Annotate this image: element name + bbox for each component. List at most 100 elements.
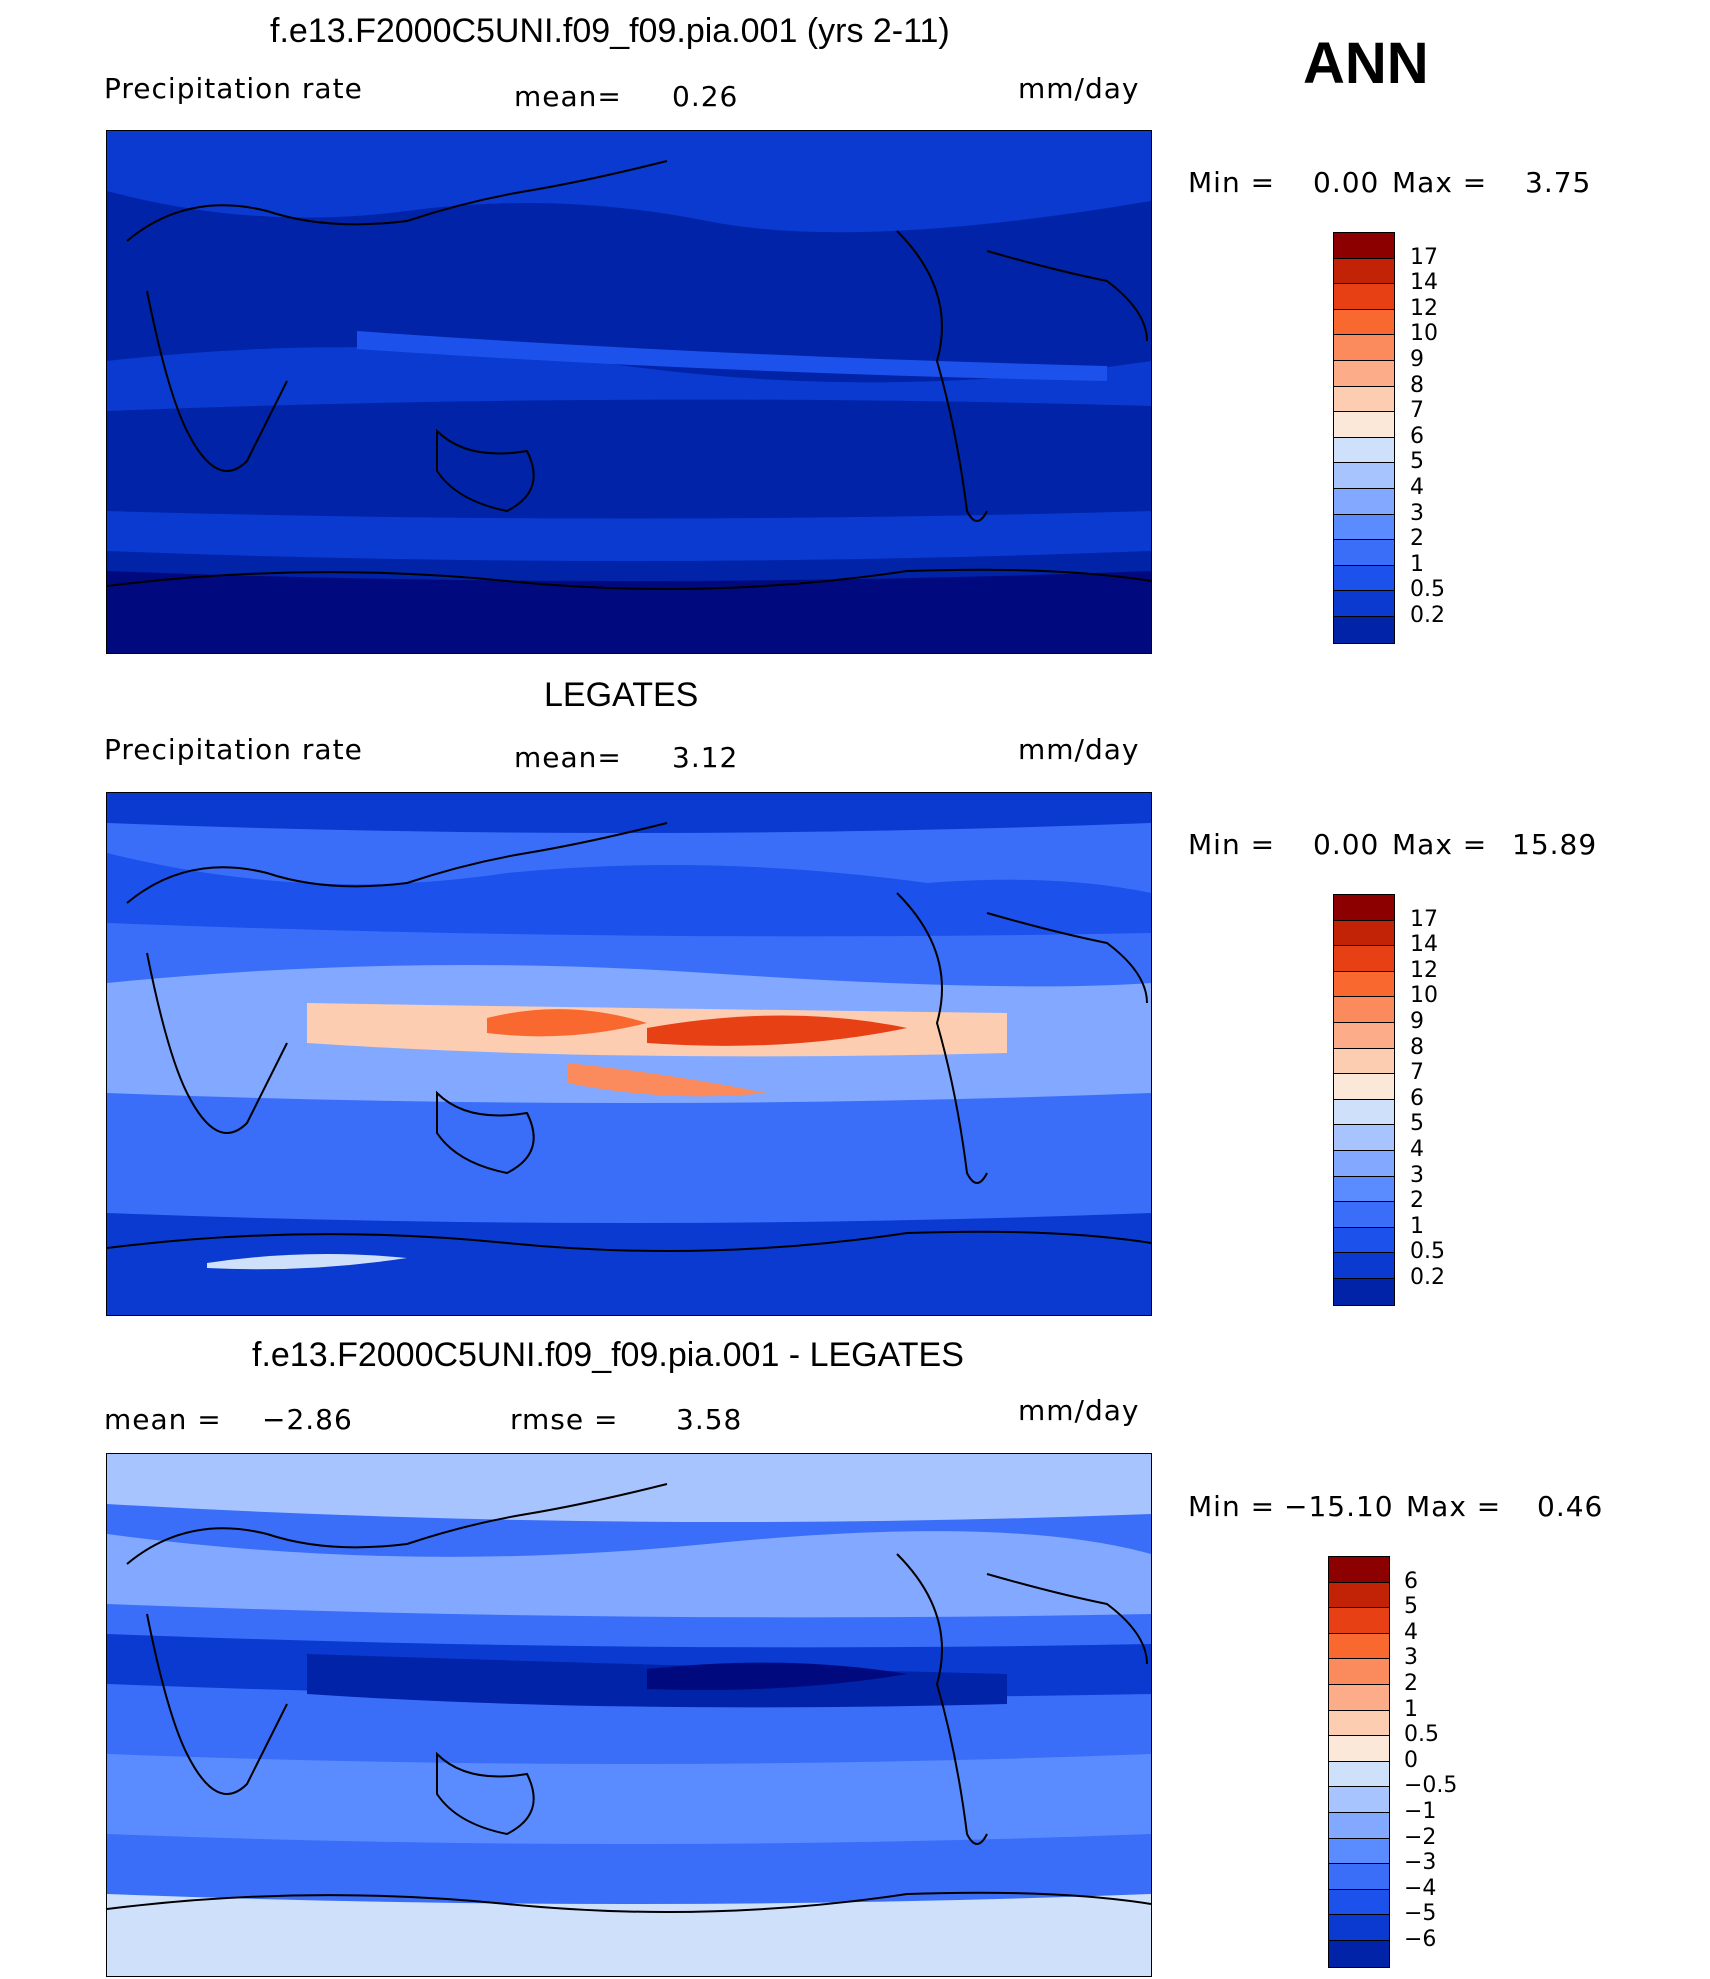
panel3-map-svg (107, 1454, 1151, 1976)
colorbar-swatch (1329, 1659, 1389, 1685)
colorbar-swatch (1334, 1150, 1394, 1177)
colorbar-swatch (1329, 1940, 1389, 1967)
colorbar-swatch (1334, 1048, 1394, 1075)
colorbar-swatch (1334, 540, 1394, 566)
panel1-mean-value: 0.26 (672, 80, 739, 113)
colorbar-swatch (1334, 971, 1394, 998)
colorbar-tick-label: 9 (1410, 347, 1424, 372)
panel3-rmse-value: 3.58 (676, 1403, 743, 1436)
colorbar-tick-label: 3 (1404, 1645, 1418, 1671)
panel3-map (106, 1453, 1152, 1977)
colorbar-swatch (1334, 233, 1394, 259)
panel3-mean-value: −2.86 (262, 1403, 353, 1436)
colorbar-tick-label: 0.2 (1410, 603, 1445, 628)
colorbar-tick-label: −5 (1404, 1901, 1437, 1927)
colorbar-tick-label: 4 (1410, 1137, 1424, 1162)
colorbar-swatch (1334, 920, 1394, 947)
colorbar-tick-label: −4 (1404, 1875, 1437, 1901)
colorbar-tick-label: 5 (1410, 1111, 1424, 1137)
colorbar-tick-label: 1 (1410, 1213, 1424, 1239)
colorbar-tick-label: 0 (1404, 1747, 1418, 1773)
colorbar-swatch (1334, 946, 1394, 972)
panel1-units: mm/day (1018, 72, 1140, 105)
panel2-mean-label: mean= (514, 741, 622, 774)
panel3-colorbar (1328, 1556, 1390, 1968)
colorbar-swatch (1334, 360, 1394, 387)
colorbar-swatch (1329, 1608, 1389, 1634)
panel2-max-label: Max = (1392, 828, 1488, 861)
colorbar-swatch (1334, 1022, 1394, 1049)
colorbar-swatch (1334, 1278, 1394, 1305)
panel3-mean-label: mean = (104, 1403, 222, 1436)
colorbar-tick-label: 6 (1410, 423, 1424, 449)
colorbar-swatch (1334, 335, 1394, 361)
colorbar-tick-label: 5 (1404, 1594, 1418, 1620)
colorbar-tick-label: 2 (1404, 1671, 1418, 1696)
colorbar-tick-label: 14 (1410, 932, 1438, 958)
colorbar-swatch (1329, 1710, 1389, 1737)
colorbar-swatch (1334, 1176, 1394, 1203)
panel2-min-value: 0.00 (1313, 828, 1380, 861)
colorbar-swatch (1334, 997, 1394, 1023)
panel2-min-label: Min = (1188, 828, 1276, 861)
panel3-max-label: Max = (1406, 1490, 1502, 1523)
colorbar-swatch (1329, 1557, 1389, 1583)
panel3-min-value: −15.10 (1284, 1490, 1394, 1523)
panel3-max-value: 0.46 (1537, 1490, 1604, 1523)
panel2-max-value: 15.89 (1512, 828, 1598, 861)
colorbar-swatch (1329, 1838, 1389, 1865)
panel3-colorbar-ticks: 6 5 4 3 2 1 0.5 0 −0.5 −1 −2 −3 −4 −5 −6 (1404, 1556, 1474, 1966)
colorbar-tick-label: −2 (1404, 1824, 1437, 1850)
colorbar-swatch (1334, 437, 1394, 464)
colorbar-swatch (1329, 1736, 1389, 1762)
colorbar-swatch (1334, 258, 1394, 285)
colorbar-tick-label: 4 (1404, 1619, 1418, 1645)
colorbar-tick-label: 14 (1410, 270, 1438, 296)
colorbar-tick-label: 0.2 (1410, 1265, 1445, 1290)
panel1-title: f.e13.F2000C5UNI.f09_f09.pia.001 (yrs 2-… (270, 12, 950, 50)
colorbar-swatch (1329, 1812, 1389, 1839)
colorbar-swatch (1334, 1125, 1394, 1151)
colorbar-swatch (1334, 1253, 1394, 1279)
colorbar-swatch (1329, 1761, 1389, 1788)
colorbar-swatch (1334, 1099, 1394, 1126)
colorbar-tick-label: 2 (1410, 526, 1424, 552)
panel3-min-label: Min = (1188, 1490, 1276, 1523)
colorbar-tick-label: 8 (1410, 1034, 1424, 1060)
panel2-title: LEGATES (544, 676, 699, 714)
colorbar-tick-label: 8 (1410, 372, 1424, 398)
season-label: ANN (1303, 31, 1429, 96)
colorbar-tick-label: 7 (1410, 1060, 1424, 1086)
colorbar-swatch (1334, 412, 1394, 438)
panel1-mean-label: mean= (514, 80, 622, 113)
colorbar-tick-label: 3 (1410, 500, 1424, 526)
colorbar-tick-label: −3 (1404, 1850, 1437, 1876)
panel1-variable-label: Precipitation rate (104, 72, 363, 105)
panel1-map (106, 130, 1152, 654)
colorbar-swatch (1334, 309, 1394, 336)
panel1-colorbar-ticks: 17 14 12 10 9 8 7 6 5 4 3 2 1 0.5 0.2 (1410, 232, 1470, 642)
colorbar-swatch (1334, 488, 1394, 515)
panel1-max-value: 3.75 (1525, 166, 1592, 199)
colorbar-swatch (1334, 386, 1394, 413)
panel2-map-svg (107, 793, 1151, 1315)
panel3-rmse-label: rmse = (510, 1403, 619, 1436)
colorbar-swatch (1329, 1889, 1389, 1916)
colorbar-swatch (1334, 514, 1394, 541)
colorbar-tick-label: 1 (1404, 1696, 1418, 1722)
colorbar-swatch (1329, 1864, 1389, 1890)
colorbar-tick-label: 5 (1410, 449, 1424, 475)
colorbar-tick-label: 3 (1410, 1162, 1424, 1188)
panel2-variable-label: Precipitation rate (104, 733, 363, 766)
colorbar-swatch (1329, 1633, 1389, 1660)
colorbar-tick-label: −1 (1404, 1799, 1437, 1824)
panel1-colorbar (1333, 232, 1395, 644)
colorbar-tick-label: −6 (1404, 1927, 1437, 1952)
colorbar-tick-label: 12 (1410, 957, 1438, 983)
colorbar-swatch (1334, 565, 1394, 592)
panel2-colorbar (1333, 894, 1395, 1306)
panel1-min-label: Min = (1188, 166, 1276, 199)
colorbar-swatch (1334, 463, 1394, 489)
colorbar-tick-label: 2 (1410, 1188, 1424, 1214)
colorbar-swatch (1334, 1202, 1394, 1228)
